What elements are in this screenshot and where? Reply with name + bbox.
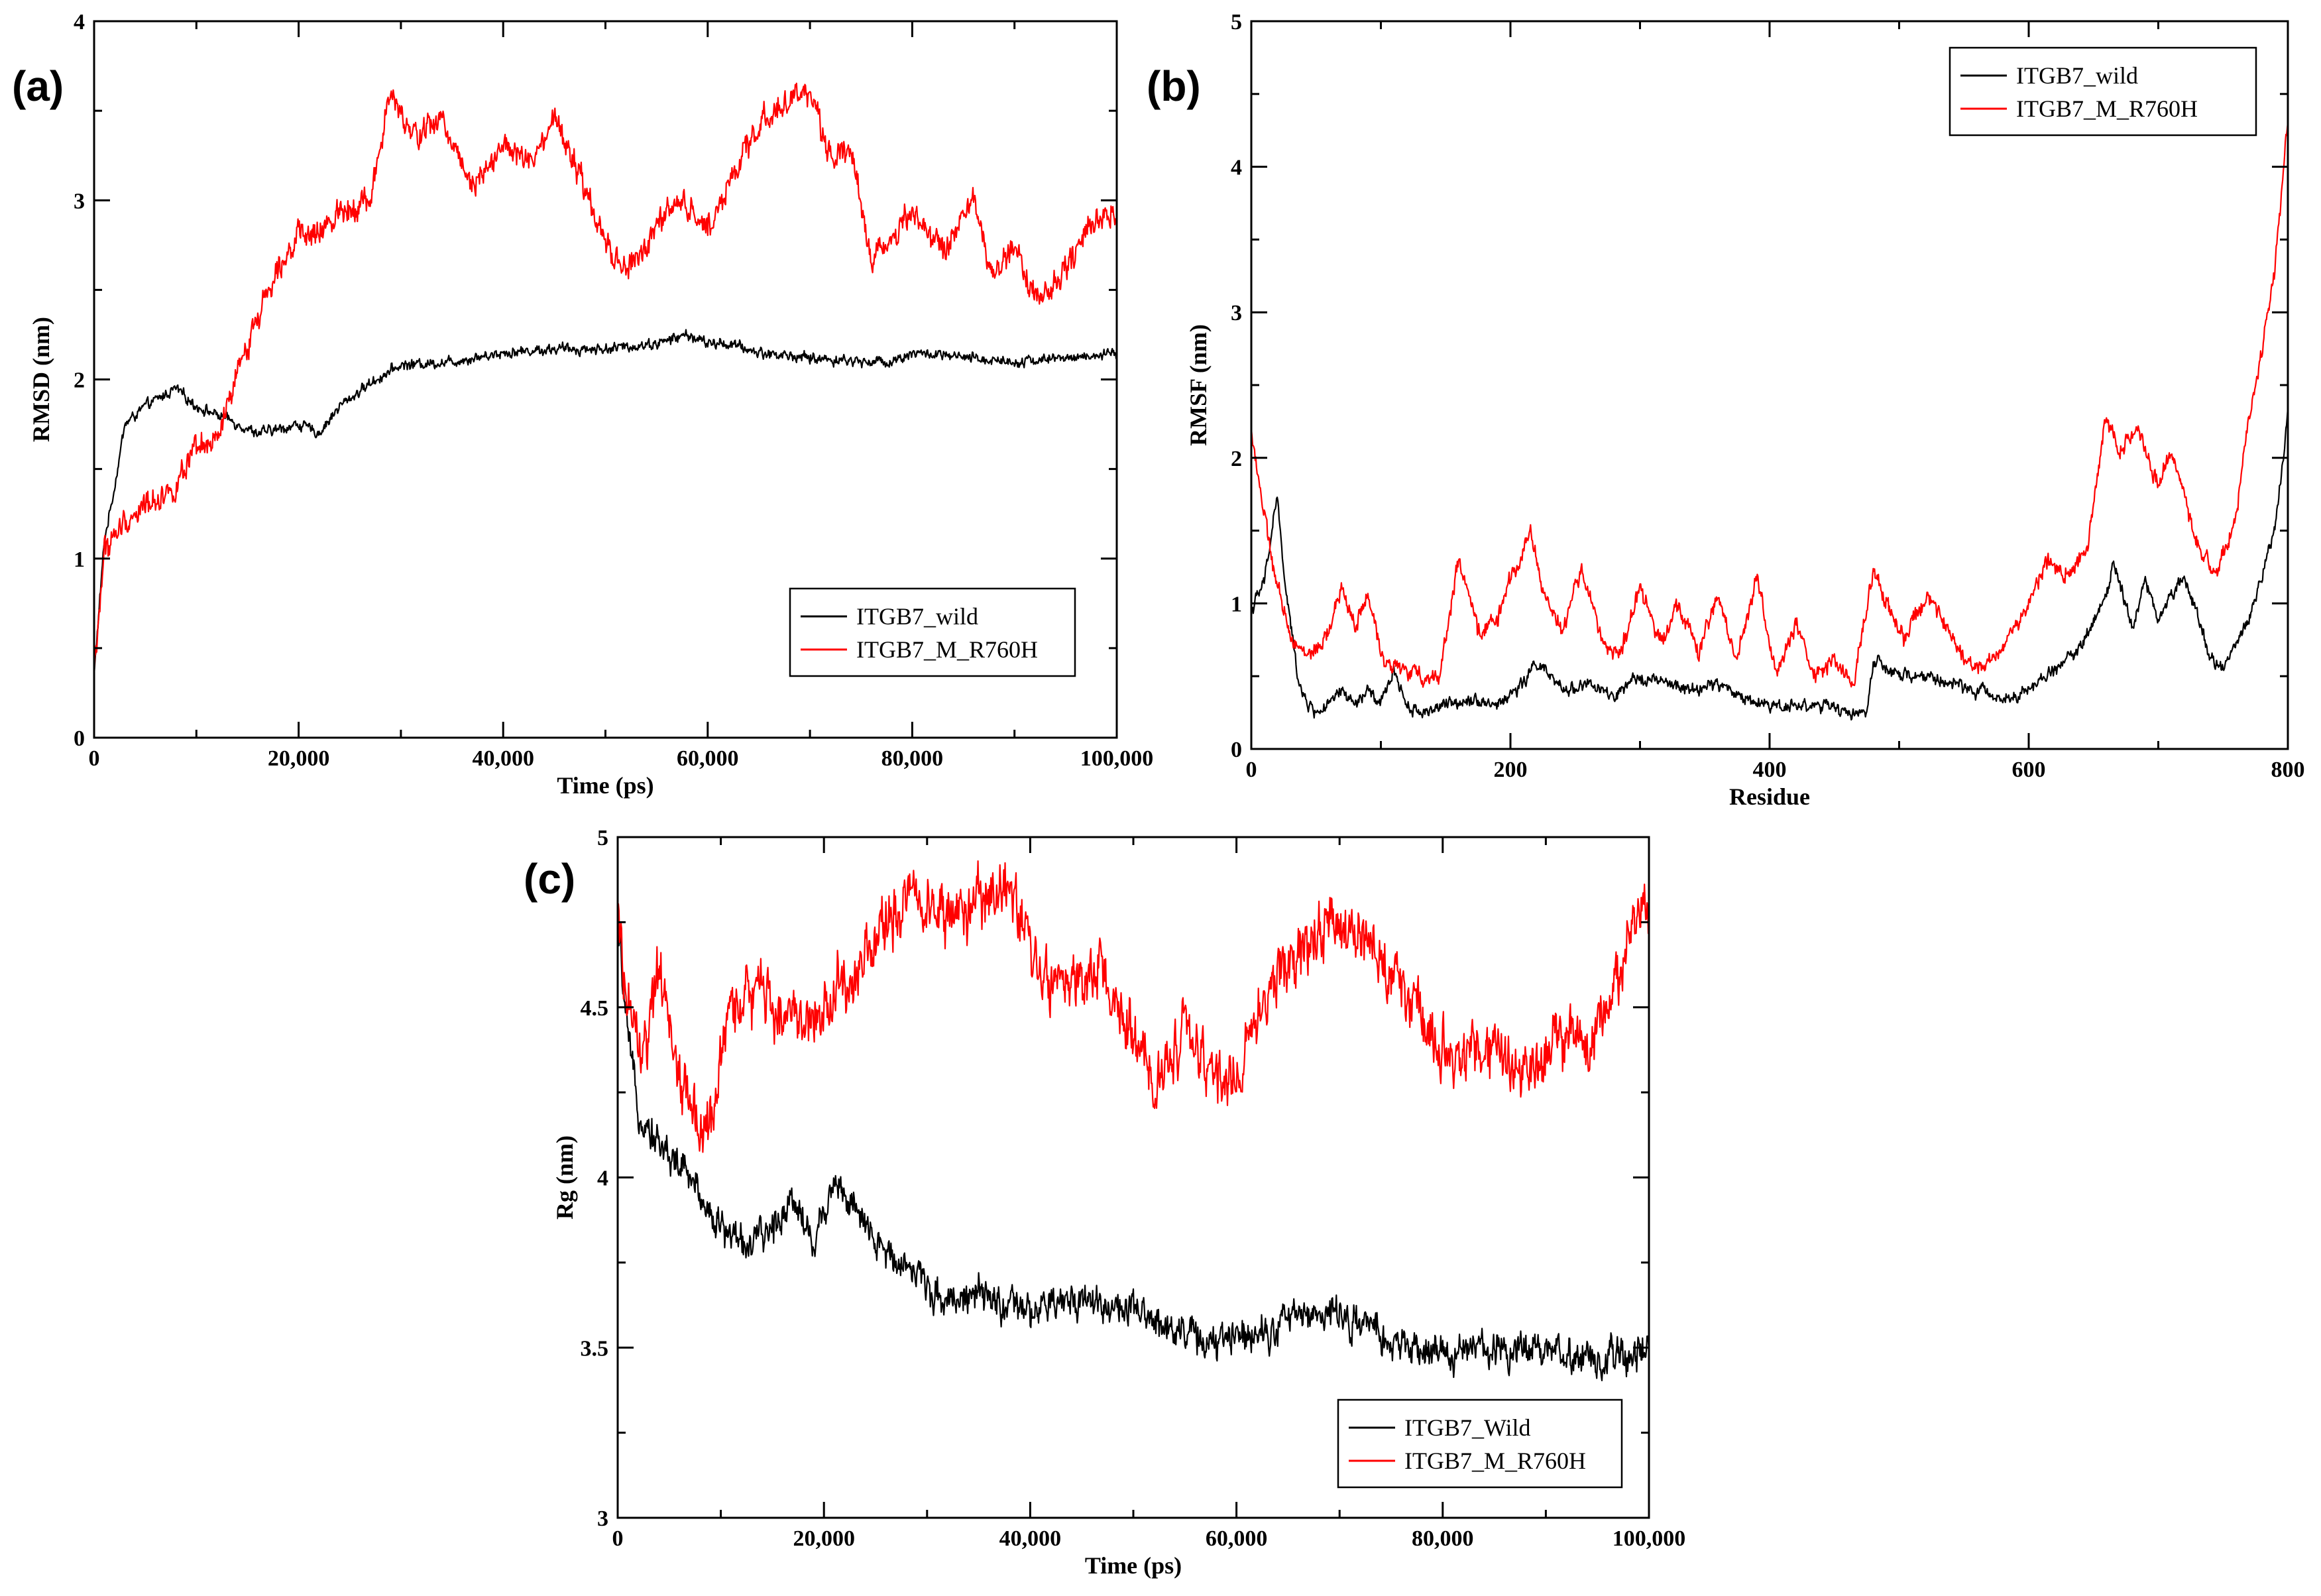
y-axis-title-b: RMSF (nm): [1185, 324, 1212, 446]
series-line-a-0: [93, 329, 1117, 675]
y-tick-label-c: 4: [597, 1167, 608, 1191]
y-tick-label-b: 2: [1231, 447, 1242, 471]
y-tick-label-c: 3.5: [581, 1336, 609, 1361]
y-tick-label-c: 3: [597, 1507, 608, 1531]
x-tick-label-c: 60,000: [1206, 1526, 1268, 1551]
x-tick-label-c: 40,000: [999, 1526, 1062, 1551]
y-tick-label-b: 3: [1231, 301, 1242, 325]
panel-label-c: (c): [524, 855, 575, 903]
y-tick-label-a: 4: [74, 10, 85, 34]
x-tick-label-a: 60,000: [677, 746, 739, 771]
y-tick-label-a: 3: [74, 189, 85, 213]
x-tick-label-c: 100,000: [1613, 1526, 1686, 1551]
y-tick-label-a: 1: [74, 547, 85, 572]
legend-label-a-1: ITGB7_M_R760H: [856, 636, 1038, 663]
x-axis-title-a: Time (ps): [557, 772, 653, 799]
y-axis-title-c: Rg (nm): [551, 1135, 578, 1220]
x-tick-label-c: 0: [612, 1526, 624, 1551]
x-tick-label-a: 80,000: [881, 746, 944, 771]
legend-label-b-1: ITGB7_M_R760H: [2016, 95, 2198, 122]
y-tick-label-a: 0: [74, 726, 85, 751]
y-tick-label-b: 5: [1231, 10, 1242, 34]
x-tick-label-b: 800: [2271, 758, 2305, 782]
legend-box-b: [1949, 46, 2257, 137]
legend-label-a-0: ITGB7_wild: [856, 603, 978, 630]
y-tick-label-a: 2: [74, 369, 85, 393]
y-axis-title-a: RMSD (nm): [28, 317, 54, 442]
x-tick-label-a: 0: [89, 746, 100, 771]
legend-label-b-0: ITGB7_wild: [2016, 62, 2138, 89]
series-line-c-0: [617, 921, 1650, 1381]
x-tick-label-b: 600: [2012, 758, 2046, 782]
y-tick-label-b: 4: [1231, 156, 1242, 180]
x-axis-title-b: Residue: [1729, 783, 1810, 810]
x-tick-label-a: 40,000: [472, 746, 534, 771]
panel-label-b: (b): [1147, 62, 1201, 110]
series-line-c-1: [616, 860, 1650, 1153]
legend-box-a: [789, 587, 1076, 677]
y-tick-label-b: 0: [1231, 738, 1242, 762]
x-tick-label-b: 0: [1246, 758, 1257, 782]
y-tick-label-b: 1: [1231, 592, 1242, 616]
legend-label-c-0: ITGB7_Wild: [1404, 1414, 1531, 1441]
series-line-b-0: [1250, 407, 2289, 721]
x-tick-label-b: 200: [1494, 758, 1528, 782]
series-line-b-1: [1250, 122, 2289, 688]
x-tick-label-c: 80,000: [1412, 1526, 1474, 1551]
x-axis-title-c: Time (ps): [1085, 1552, 1182, 1579]
panel-label-a: (a): [12, 62, 64, 110]
x-tick-label-b: 400: [1753, 758, 1787, 782]
legend-label-c-1: ITGB7_M_R760H: [1404, 1448, 1586, 1474]
series-line-a-1: [93, 82, 1118, 675]
legend-box-c: [1337, 1398, 1623, 1489]
x-tick-label-c: 20,000: [793, 1526, 855, 1551]
x-tick-label-a: 20,000: [268, 746, 330, 771]
y-tick-label-c: 4.5: [581, 996, 609, 1021]
y-tick-label-c: 5: [597, 826, 608, 850]
x-tick-label-a: 100,000: [1080, 746, 1154, 771]
